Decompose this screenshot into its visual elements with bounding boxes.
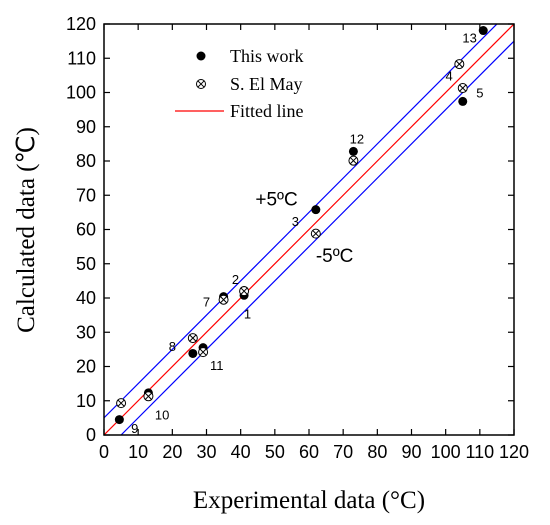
point-el-may [198,347,209,358]
y-tick-label: 0 [86,425,96,445]
legend: This work S. El May Fitted line [175,46,304,121]
point-label: 11 [210,358,224,373]
band-label-plus-5: +5ºC [255,190,297,211]
series-s-el-may [116,59,468,409]
point-label: 13 [462,31,476,46]
x-tick-label: 20 [162,442,182,462]
legend-marker-this-work [196,51,206,61]
x-tick-label: 60 [299,442,319,462]
x-tick-label: 90 [401,442,421,462]
point-this-work [311,205,321,215]
legend-marker-el-may [196,79,206,89]
y-tick-label: 40 [76,288,96,308]
y-tick-label: 100 [66,83,96,103]
y-tick-label: 80 [76,151,96,171]
x-tick-label: 70 [333,442,353,462]
point-label: 5 [476,86,483,101]
y-tick-label: 120 [66,14,96,34]
point-label: 4 [445,68,452,83]
legend-label-el-may: S. El May [230,74,303,94]
y-axis-title: Calculated data (℃) [13,127,40,333]
point-label: 1 [244,306,251,321]
point-el-may [457,83,468,94]
point-label: 8 [169,339,176,354]
point-el-may [310,228,321,239]
point-this-work [458,96,468,106]
y-tick-label: 70 [76,185,96,205]
point-el-may [454,59,465,70]
point-this-work [348,146,358,156]
point-el-may [218,294,229,305]
point-el-may [116,398,127,409]
band-label-minus-5: -5ºC [316,246,354,267]
y-tick-label: 30 [76,322,96,342]
point-label: 12 [350,132,364,147]
lower-bound-line [120,40,514,435]
x-tick-label: 110 [465,442,494,462]
point-label: 9 [131,421,138,436]
legend-label-fitted-line: Fitted line [230,101,304,121]
point-this-work [188,348,198,358]
x-tick-label: 10 [128,442,148,462]
fit-lines [104,24,514,435]
point-this-work [478,26,488,36]
axis-ticks: 0 10 20 30 40 50 60 70 80 90 100 110 120010203040506… [66,14,529,462]
x-axis-title: Experimental data (°C) [193,487,425,514]
x-tick-label: 120 [499,442,529,462]
point-el-may [348,155,359,166]
y-tick-label: 20 [76,357,96,377]
point-el-may [187,333,198,344]
upper-bound-line [104,24,498,419]
y-tick-label: 50 [76,254,96,274]
point-el-may [143,391,154,402]
x-tick-label: 100 [431,442,461,462]
legend-label-this-work: This work [230,46,304,66]
y-tick-label: 110 [67,48,96,68]
point-label: 10 [155,407,169,422]
y-tick-label: 90 [76,117,96,137]
x-tick-label: 30 [196,442,216,462]
x-tick-label: 40 [231,442,251,462]
point-label: 3 [292,214,299,229]
point-label: 7 [203,294,210,309]
y-tick-label: 10 [76,391,96,411]
x-tick-label: 0 [99,442,109,462]
fitted-line [104,24,514,435]
data-points [114,26,488,425]
x-tick-label: 50 [265,442,285,462]
point-el-may [239,286,250,297]
point-this-work [114,415,124,425]
x-tick-label: 80 [367,442,387,462]
point-label: 2 [232,272,239,287]
y-tick-label: 60 [76,220,96,240]
